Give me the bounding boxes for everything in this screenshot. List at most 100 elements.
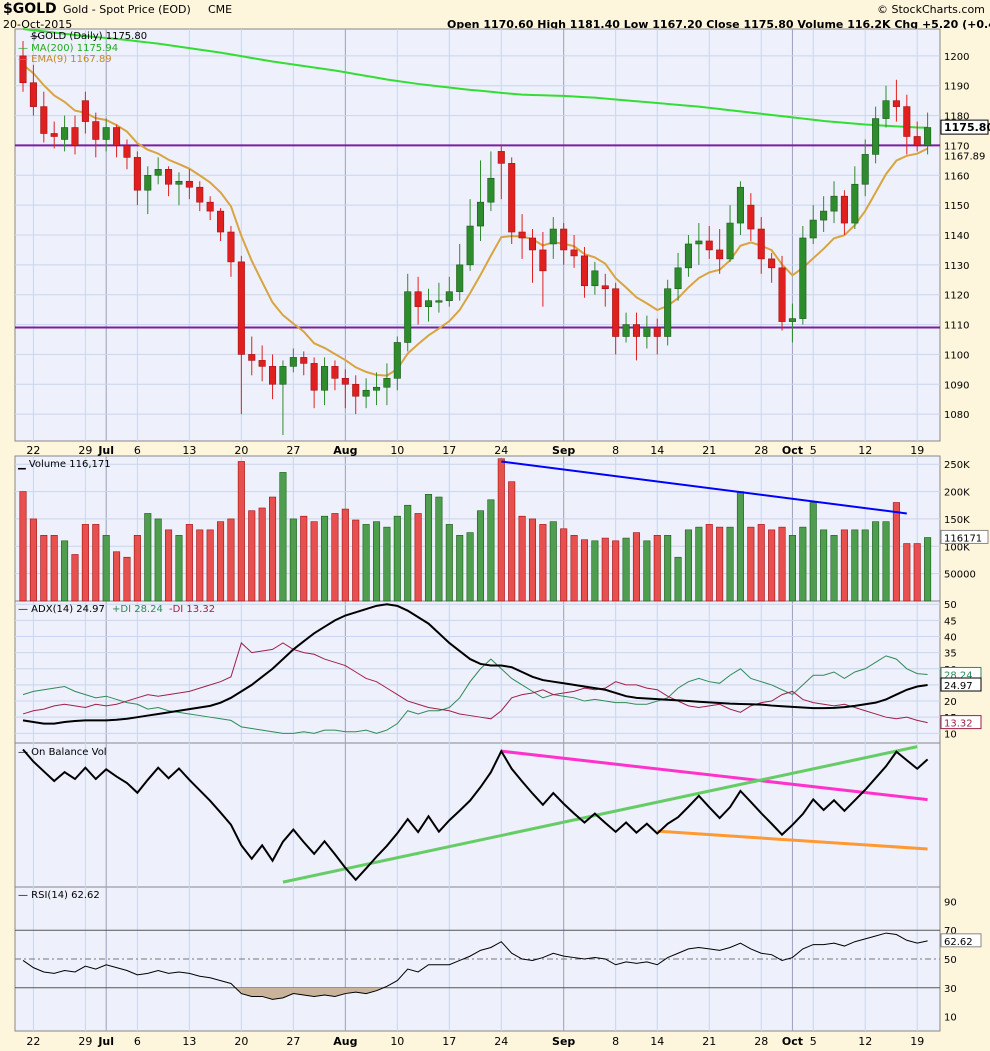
mdi-last-label: 13.32 — [944, 719, 973, 730]
x-axis-label-bottom: 10 — [390, 1035, 404, 1048]
candle-body — [40, 106, 48, 134]
volume-bar — [497, 458, 505, 602]
obv-trendline-green — [282, 745, 918, 884]
candle-body — [154, 169, 162, 176]
x-axis-label-bottom: 21 — [702, 1035, 716, 1048]
mdi-line — [22, 642, 928, 724]
price-tick-label: 1110 — [944, 321, 969, 332]
x-axis-label: 28 — [754, 444, 768, 457]
candle-body — [705, 240, 713, 251]
legend-ma200: — MA(200) 1175.94 — [18, 43, 118, 54]
chart-name: Gold - Spot Price (EOD) — [63, 3, 191, 16]
x-axis-label: 21 — [702, 444, 716, 457]
adx-title: — ADX(14) 24.97 — [18, 604, 105, 615]
candle-body — [726, 222, 734, 260]
volume-bar — [591, 540, 599, 602]
adx-last-box — [940, 715, 982, 730]
candle-body — [144, 174, 152, 191]
volume-bar — [71, 554, 79, 602]
candle-body — [404, 291, 412, 343]
rsi-tick-label: 30 — [944, 984, 957, 995]
x-axis-label: 24 — [494, 444, 508, 457]
candle-body — [653, 327, 661, 337]
volume-bar — [695, 526, 703, 602]
ema-price-label: 1167.89 — [944, 152, 985, 163]
volume-bar — [206, 529, 214, 602]
candle-body — [383, 378, 391, 388]
candle-body — [81, 100, 89, 122]
candle-body — [185, 180, 193, 188]
volume-bar — [487, 499, 495, 602]
candle-body — [414, 291, 422, 307]
price-tick-label: 1130 — [944, 261, 969, 272]
volume-last-box — [940, 529, 989, 544]
candle-body — [560, 228, 568, 251]
candle-body — [92, 121, 100, 140]
price-tick-label: 1160 — [944, 171, 969, 182]
volume-bar — [560, 528, 568, 602]
candle-body — [768, 258, 776, 269]
candle-body — [882, 100, 890, 119]
volume-bar — [279, 472, 287, 602]
volume-bar — [476, 510, 485, 602]
volume-bar — [664, 535, 672, 602]
candle-body — [528, 237, 537, 251]
volume-bar — [289, 518, 297, 602]
volume-bar — [726, 526, 734, 602]
candle-body — [924, 127, 932, 146]
volume-bar — [778, 526, 786, 602]
pdi-last-label: 28.24 — [944, 670, 973, 681]
volume-bar — [892, 502, 900, 602]
candle-body — [622, 324, 630, 337]
volume-bar — [872, 521, 880, 602]
watermark: © StockCharts.com — [877, 3, 985, 16]
candle-body — [549, 228, 557, 245]
adx-tick-label: 45 — [944, 616, 957, 627]
pdi-title: +DI 28.24 — [112, 604, 163, 615]
ma200-line — [22, 28, 928, 129]
candle-body — [799, 237, 807, 319]
volume-bar — [788, 535, 796, 602]
candle-body — [736, 186, 744, 224]
volume-bar — [913, 543, 921, 602]
x-axis-label-bottom: 17 — [442, 1035, 456, 1048]
x-axis-label: 14 — [650, 444, 664, 457]
x-axis-label: 20 — [234, 444, 248, 457]
last-price-label: 1175.80 — [944, 121, 990, 134]
candle-body — [632, 324, 640, 337]
volume-bar — [705, 524, 713, 602]
volume-bar — [404, 504, 412, 602]
price-tick-label: 1190 — [944, 82, 969, 93]
candle-body — [227, 231, 235, 263]
adx-last-box — [940, 677, 982, 692]
volume-bar — [258, 507, 266, 602]
volume-bar — [736, 491, 744, 602]
adx-tick-label: 40 — [944, 633, 957, 644]
volume-bar — [175, 535, 183, 602]
volume-bar — [269, 496, 277, 602]
x-axis-label: 5 — [810, 444, 817, 457]
volume-bar — [768, 529, 776, 602]
candle-body — [133, 157, 141, 191]
x-axis-label: 13 — [182, 444, 196, 457]
x-axis-label: 29 — [78, 444, 92, 457]
candle-body — [269, 366, 277, 385]
volume-bar — [799, 526, 807, 602]
candle-body — [331, 366, 339, 379]
adx-last-label: 24.97 — [944, 681, 973, 692]
candle-body — [695, 240, 703, 245]
volume-bar — [528, 518, 537, 602]
volume-bar — [445, 524, 453, 602]
volume-bar — [601, 537, 609, 602]
candle-body — [466, 225, 474, 266]
obv-trendline-pink — [501, 749, 928, 802]
candle-body — [279, 366, 287, 385]
candle-body — [352, 383, 360, 397]
volume-bar — [61, 540, 69, 602]
volume-bar — [383, 526, 391, 602]
volume-bar — [393, 515, 401, 602]
volume-bar — [227, 518, 235, 602]
rsi-tick-label: 90 — [944, 897, 957, 908]
x-axis-label-bottom: 12 — [858, 1035, 872, 1048]
